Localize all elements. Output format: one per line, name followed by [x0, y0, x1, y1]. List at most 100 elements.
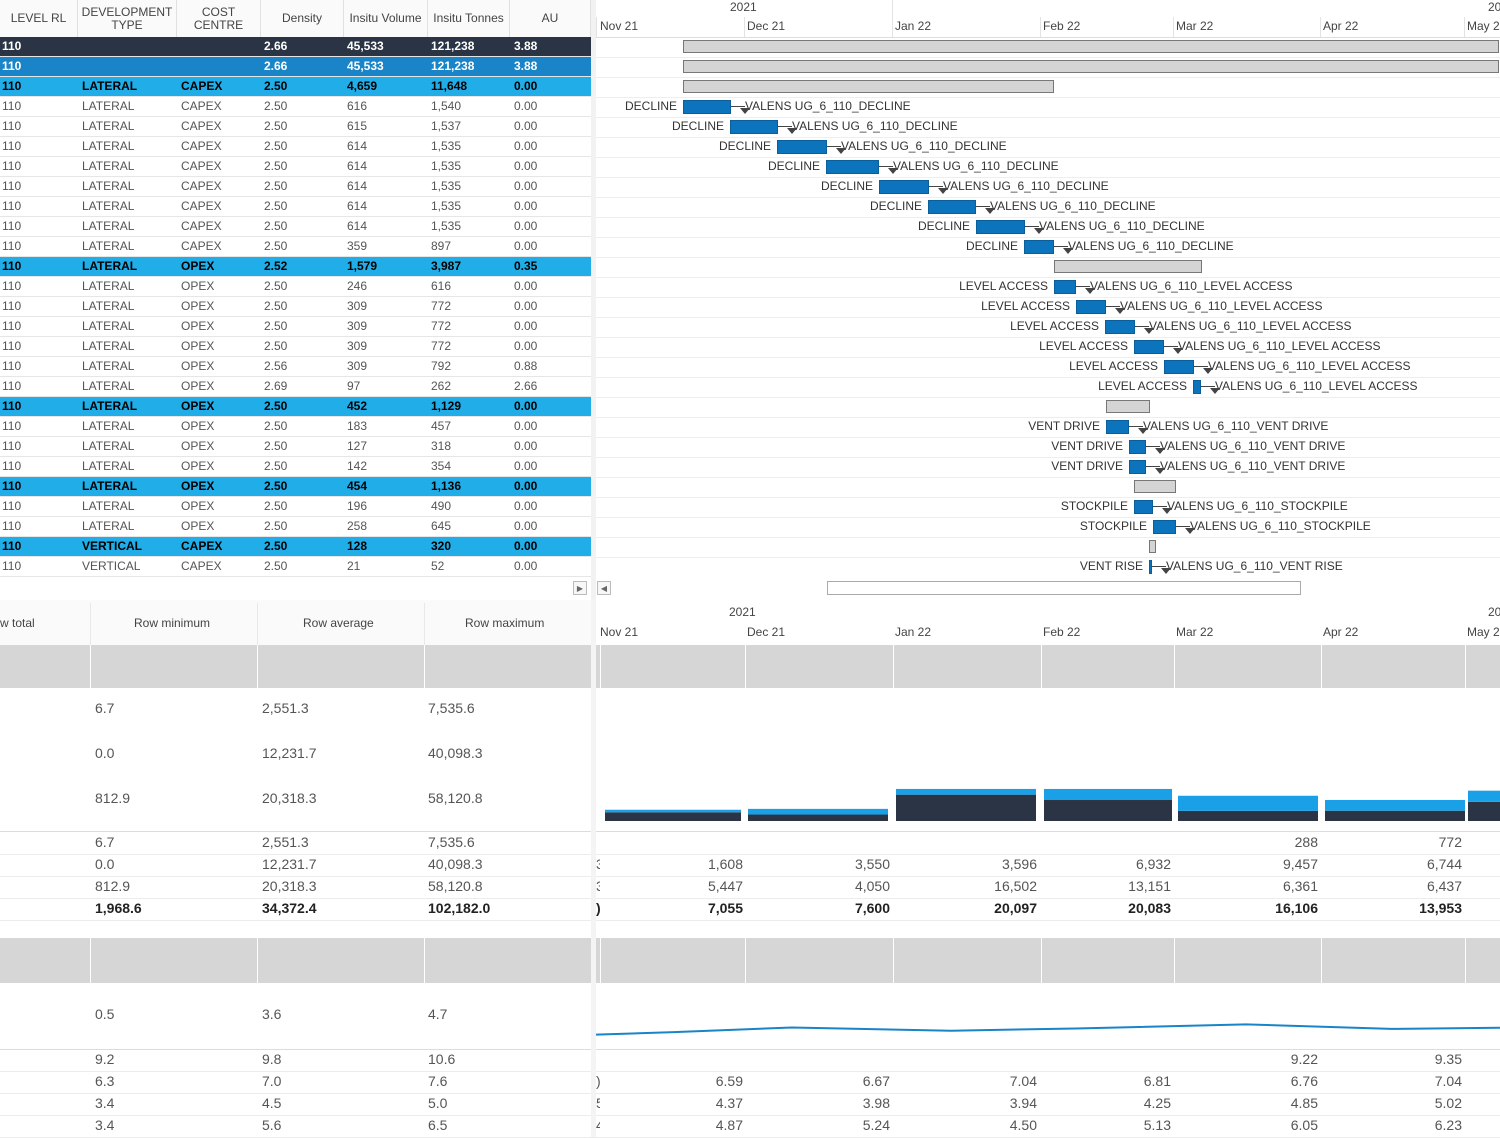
gantt-task-bar[interactable] [976, 220, 1025, 234]
table-row[interactable]: 110 2.66 45,533 121,238 3.88 [0, 57, 591, 77]
table-row[interactable]: 110 LATERAL CAPEX 2.50 614 1,535 0.00 [0, 177, 591, 197]
cell-dev: LATERAL [82, 299, 135, 313]
dependency-line [1129, 426, 1143, 427]
gantt-task-bar[interactable] [826, 160, 879, 174]
gantt-month-divider [1173, 17, 1174, 37]
gantt-task-bar[interactable] [1106, 420, 1129, 434]
gantt-task-bar[interactable] [879, 180, 929, 194]
table-row[interactable]: 110 LATERAL OPEX 2.56 309 792 0.88 [0, 357, 591, 377]
stats-header-row-average[interactable]: Row average [303, 616, 374, 630]
gantt-month-divider [1040, 17, 1041, 37]
gantt-task-bar[interactable] [1134, 500, 1153, 514]
cell-cc: CAPEX [181, 139, 222, 153]
col-header-level-rl[interactable]: LEVEL RL [0, 0, 78, 37]
col-header-cost-centre[interactable]: COST CENTRE [177, 0, 261, 37]
gantt-task-bar[interactable] [928, 200, 976, 214]
gantt-summary-bar[interactable] [1134, 480, 1176, 493]
col-header-au[interactable]: AU [510, 0, 591, 37]
table1-avg: 34,372.4 [262, 900, 317, 916]
table-row[interactable]: 110 2.66 45,533 121,238 3.88 [0, 37, 591, 57]
gantt-summary-bar[interactable] [683, 40, 1499, 53]
col-header-insitu-volume[interactable]: Insitu Volume [344, 0, 428, 37]
gantt-task-left-label: LEVEL ACCESS [981, 299, 1070, 313]
table-row[interactable]: 110 VERTICAL CAPEX 2.50 21 52 0.00 [0, 557, 591, 577]
gantt-task-bar[interactable] [1129, 440, 1146, 454]
stats-header-row-maximum[interactable]: Row maximum [465, 616, 545, 630]
gantt-task-bar[interactable] [1134, 340, 1164, 354]
band-col-divider [424, 645, 425, 688]
col-header-density[interactable]: Density [261, 0, 344, 37]
gantt-task-bar[interactable] [1105, 320, 1135, 334]
grid-scroll-right-button[interactable]: ▶ [573, 581, 587, 595]
table2-period-value: 7.04 [1009, 1073, 1037, 1089]
gantt-task-bar[interactable] [1076, 300, 1106, 314]
table-row[interactable]: 110 LATERAL CAPEX 2.50 614 1,535 0.00 [0, 197, 591, 217]
gantt-task-left-label: LEVEL ACCESS [1069, 359, 1158, 373]
gantt-row-divider [596, 477, 1500, 478]
table2-period-value: 6.05 [1290, 1117, 1318, 1133]
table-row[interactable]: 110 LATERAL OPEX 2.50 452 1,129 0.00 [0, 397, 591, 417]
gantt-summary-bar[interactable] [683, 80, 1054, 93]
bar-segment-top [1325, 799, 1465, 811]
gantt-summary-bar[interactable] [1149, 540, 1156, 553]
gantt-task-bar[interactable] [683, 100, 731, 114]
gantt-horizontal-scrollbar[interactable] [827, 581, 1301, 595]
table-row[interactable]: 110 LATERAL OPEX 2.50 142 354 0.00 [0, 457, 591, 477]
gantt-task-bar[interactable] [777, 140, 827, 154]
table-row[interactable]: 110 LATERAL CAPEX 2.50 614 1,535 0.00 [0, 137, 591, 157]
gantt-task-bar[interactable] [1193, 380, 1201, 394]
dependency-arrow-icon [1162, 508, 1172, 514]
table-row[interactable]: 110 LATERAL CAPEX 2.50 614 1,535 0.00 [0, 157, 591, 177]
cell-density: 2.50 [264, 279, 288, 293]
gantt-task-bar[interactable] [1129, 460, 1146, 474]
table-row[interactable]: 110 LATERAL OPEX 2.52 1,579 3,987 0.35 [0, 257, 591, 277]
gantt-row-divider [596, 337, 1500, 338]
table-row[interactable]: 110 LATERAL OPEX 2.50 309 772 0.00 [0, 337, 591, 357]
gantt-task-bar[interactable] [1164, 360, 1194, 374]
table-row[interactable]: 110 LATERAL CAPEX 2.50 4,659 11,648 0.00 [0, 77, 591, 97]
table1-period-value: 4,050 [854, 878, 890, 894]
cell-density: 2.50 [264, 459, 288, 473]
gantt-task-left-label: LEVEL ACCESS [1098, 379, 1187, 393]
table-row[interactable]: 110 LATERAL OPEX 2.50 309 772 0.00 [0, 317, 591, 337]
gantt-task-bar[interactable] [1153, 520, 1176, 534]
gantt-task-bar[interactable] [730, 120, 778, 134]
table-row[interactable]: 110 LATERAL OPEX 2.50 127 318 0.00 [0, 437, 591, 457]
cell-rl: 110 [2, 359, 22, 373]
stats-header-row-total[interactable]: w total [0, 616, 35, 630]
table-row[interactable]: 110 LATERAL CAPEX 2.50 615 1,537 0.00 [0, 117, 591, 137]
table-row[interactable]: 110 LATERAL CAPEX 2.50 359 897 0.00 [0, 237, 591, 257]
table-row[interactable]: 110 LATERAL OPEX 2.69 97 262 2.66 [0, 377, 591, 397]
table-row[interactable]: 110 LATERAL CAPEX 2.50 616 1,540 0.00 [0, 97, 591, 117]
table-row[interactable]: 110 LATERAL OPEX 2.50 196 490 0.00 [0, 497, 591, 517]
dependency-arrow-icon [836, 148, 846, 154]
gantt-summary-bar[interactable] [1054, 260, 1202, 273]
table-row[interactable]: 110 LATERAL OPEX 2.50 183 457 0.00 [0, 417, 591, 437]
col-header-insitu-tonnes[interactable]: Insitu Tonnes [428, 0, 510, 37]
gantt-month-divider [596, 17, 597, 37]
stats-header-row-minimum[interactable]: Row minimum [134, 616, 211, 630]
gantt-summary-bar[interactable] [1106, 400, 1150, 413]
gantt-summary-bar[interactable] [683, 60, 1499, 73]
gantt-row-divider [596, 397, 1500, 398]
gantt-task-bar[interactable] [1054, 280, 1076, 294]
table-row[interactable]: 110 LATERAL OPEX 2.50 454 1,136 0.00 [0, 477, 591, 497]
table-row[interactable]: 110 LATERAL OPEX 2.50 309 772 0.00 [0, 297, 591, 317]
table-row[interactable]: 110 VERTICAL CAPEX 2.50 128 320 0.00 [0, 537, 591, 557]
gantt-task-right-label: VALENS UG_6_110_VENT DRIVE [1143, 419, 1329, 433]
gantt-task-bar[interactable] [1149, 560, 1152, 574]
cell-dev: LATERAL [82, 339, 135, 353]
stat-avg: 2,551.3 [262, 700, 309, 716]
table-row[interactable]: 110 LATERAL OPEX 2.50 258 645 0.00 [0, 517, 591, 537]
band-col-divider [424, 938, 425, 983]
gantt-scroll-left-button[interactable]: ◀ [597, 581, 611, 595]
col-header-development-type[interactable]: DEVELOPMENT TYPE [78, 0, 177, 37]
gantt-task-bar[interactable] [1024, 240, 1054, 254]
cell-density: 2.50 [264, 239, 288, 253]
stat2-min: 0.5 [95, 1006, 115, 1022]
gantt-task-left-label: VENT DRIVE [1028, 419, 1100, 433]
cell-rl: 110 [2, 279, 22, 293]
table-row[interactable]: 110 LATERAL CAPEX 2.50 614 1,535 0.00 [0, 217, 591, 237]
band-col-divider [257, 645, 258, 688]
table-row[interactable]: 110 LATERAL OPEX 2.50 246 616 0.00 [0, 277, 591, 297]
